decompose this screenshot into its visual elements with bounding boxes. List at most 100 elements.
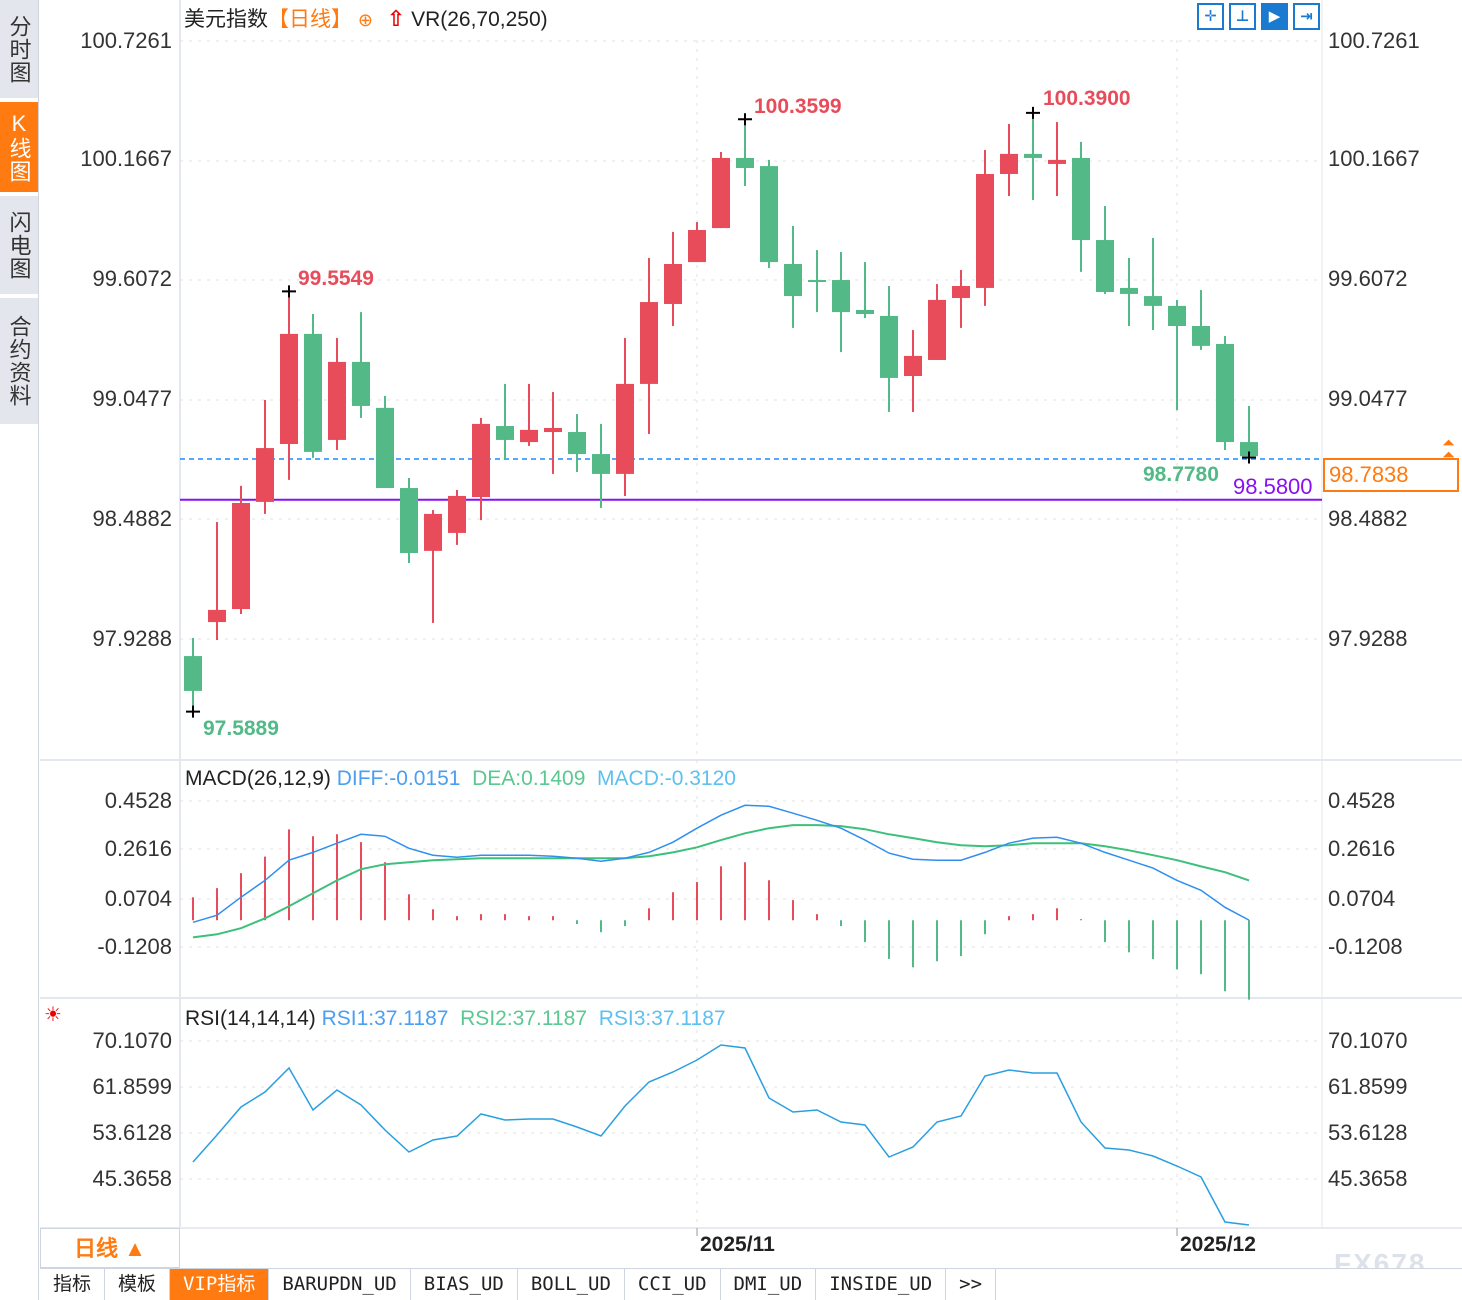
candle-down [304, 333, 322, 452]
candle-down [832, 280, 850, 313]
period-selector[interactable]: 日线 ▲ [40, 1228, 180, 1268]
tab-inside[interactable]: INSIDE_UD [816, 1269, 947, 1300]
tab-cci[interactable]: CCI_UD [625, 1269, 721, 1300]
sidebar-tab-kline[interactable]: K线图 [0, 102, 38, 194]
tab-dmi[interactable]: DMI_UD [721, 1269, 817, 1300]
last-price-box: 98.7838 [1323, 458, 1459, 492]
sidebar: 分时图 K线图 闪电图 合约资料 [0, 0, 39, 1300]
candle-down [352, 361, 370, 406]
candle-down [1240, 442, 1258, 457]
candle-up [952, 286, 970, 298]
tab-barupdn[interactable]: BARUPDN_UD [269, 1269, 411, 1300]
candle-down [592, 454, 610, 474]
macd-title: MACD(26,12,9) [185, 767, 331, 790]
price-tick-left: 99.6072 [92, 266, 172, 291]
extreme-marker [1242, 451, 1256, 464]
candle-up [688, 230, 706, 263]
diff-line [192, 804, 1250, 924]
tab-templates[interactable]: 模板 [105, 1269, 171, 1300]
play-cursor-icon[interactable]: ▶ [1261, 3, 1288, 30]
tab-vip-indicators[interactable]: VIP指标 [170, 1269, 270, 1300]
candle-down [1216, 343, 1234, 443]
candle-up [328, 361, 346, 440]
dea-line [192, 824, 1250, 939]
high-label-1: 99.5549 [298, 267, 374, 290]
rsi-tick-left: 61.8599 [92, 1074, 172, 1099]
price-tick-left: 98.4882 [92, 506, 172, 531]
candle-down [400, 488, 418, 554]
candle-down [376, 407, 394, 489]
move-right-icon[interactable]: ⇥ [1293, 3, 1320, 30]
candle-up [664, 263, 682, 304]
candle-up [928, 299, 946, 360]
candle-up [256, 448, 274, 502]
candle-down [808, 280, 826, 283]
rsi-tick-left: 53.6128 [92, 1120, 172, 1145]
sun-settings-icon[interactable]: ☀ [44, 1004, 62, 1026]
macd-value: MACD:-0.3120 [597, 767, 736, 790]
indicator-label[interactable]: VR(26,70,250) [411, 8, 548, 31]
price-tick-right: 97.9288 [1328, 626, 1408, 651]
double-up-arrow-icon[interactable]: ⏶ ⏶ [1442, 435, 1455, 464]
tab-more[interactable]: >> [946, 1269, 997, 1300]
sidebar-tab-contract-info[interactable]: 合约资料 [0, 298, 38, 426]
macd-tick-right: 0.0704 [1328, 886, 1396, 911]
x-label-dec: 2025/12 [1180, 1233, 1256, 1256]
price-tick-left: 100.1667 [80, 146, 172, 171]
macd-header: MACD(26,12,9) DIFF:-0.0151 DEA:0.1409 MA… [185, 767, 736, 791]
price-tick-right: 99.6072 [1328, 266, 1408, 291]
rsi-tick-right: 45.3658 [1328, 1166, 1408, 1191]
candle-down [1096, 240, 1114, 292]
candle-down [1168, 305, 1186, 326]
macd-tick-right: 0.2616 [1328, 836, 1396, 861]
macd-tick-right: 0.4528 [1328, 788, 1396, 813]
chart-header: 美元指数【日线】 ⊕ ⇧ VR(26,70,250) [184, 7, 548, 32]
period-label[interactable]: 【日线】 [268, 8, 352, 31]
symbol-name: 美元指数 [184, 8, 268, 31]
price-tick-right: 100.1667 [1328, 146, 1420, 171]
tab-boll[interactable]: BOLL_UD [518, 1269, 625, 1300]
macd-tick-left: 0.4528 [104, 788, 172, 813]
rsi-tick-left: 45.3658 [92, 1166, 172, 1191]
price-tick-right: 98.4882 [1328, 506, 1408, 531]
candle-up [1048, 159, 1066, 164]
price-tick-right: 99.0477 [1328, 386, 1408, 411]
rsi-tick-right: 61.8599 [1328, 1074, 1408, 1099]
high-label-3: 100.3900 [1043, 87, 1131, 110]
price-tick-left: 100.7261 [80, 28, 172, 53]
price-tick-left: 99.0477 [92, 386, 172, 411]
candle-down [1144, 296, 1162, 306]
tab-indicators[interactable]: 指标 [40, 1269, 106, 1300]
candle-down [856, 309, 874, 315]
range-icon[interactable]: ⊥ [1229, 3, 1256, 30]
candle-down [496, 426, 514, 440]
candle-up [712, 157, 730, 229]
sidebar-tab-flash[interactable]: 闪电图 [0, 196, 38, 296]
extreme-marker [738, 113, 752, 126]
crosshair-icon[interactable]: ✛ [1197, 3, 1224, 30]
candle-up [976, 173, 994, 288]
red-up-arrow-icon: ⇧ [386, 6, 406, 31]
rsi-line [192, 1044, 1250, 1226]
candle-up [616, 383, 634, 474]
last-low-label: 98.7780 [1143, 463, 1219, 486]
circle-plus-icon[interactable]: ⊕ [357, 10, 373, 30]
candle-up [280, 333, 298, 444]
rsi1-value: RSI1:37.1187 [321, 1007, 449, 1030]
candle-down [1024, 153, 1042, 158]
candle-down [1192, 325, 1210, 346]
candle-up [544, 427, 562, 433]
rsi-tick-right: 70.1070 [1328, 1028, 1408, 1053]
macd-tick-left: 0.2616 [104, 836, 172, 861]
tab-bias[interactable]: BIAS_UD [411, 1269, 518, 1300]
candle-down [184, 656, 202, 691]
macd-tick-left: -0.1208 [97, 934, 172, 959]
sidebar-tab-timeshare[interactable]: 分时图 [0, 0, 38, 100]
candle-up [520, 429, 538, 443]
candle-up [208, 609, 226, 623]
candle-down [568, 432, 586, 455]
candle-up [472, 423, 490, 498]
candle-down [736, 157, 754, 169]
dea-value: DEA:0.1409 [472, 767, 586, 790]
